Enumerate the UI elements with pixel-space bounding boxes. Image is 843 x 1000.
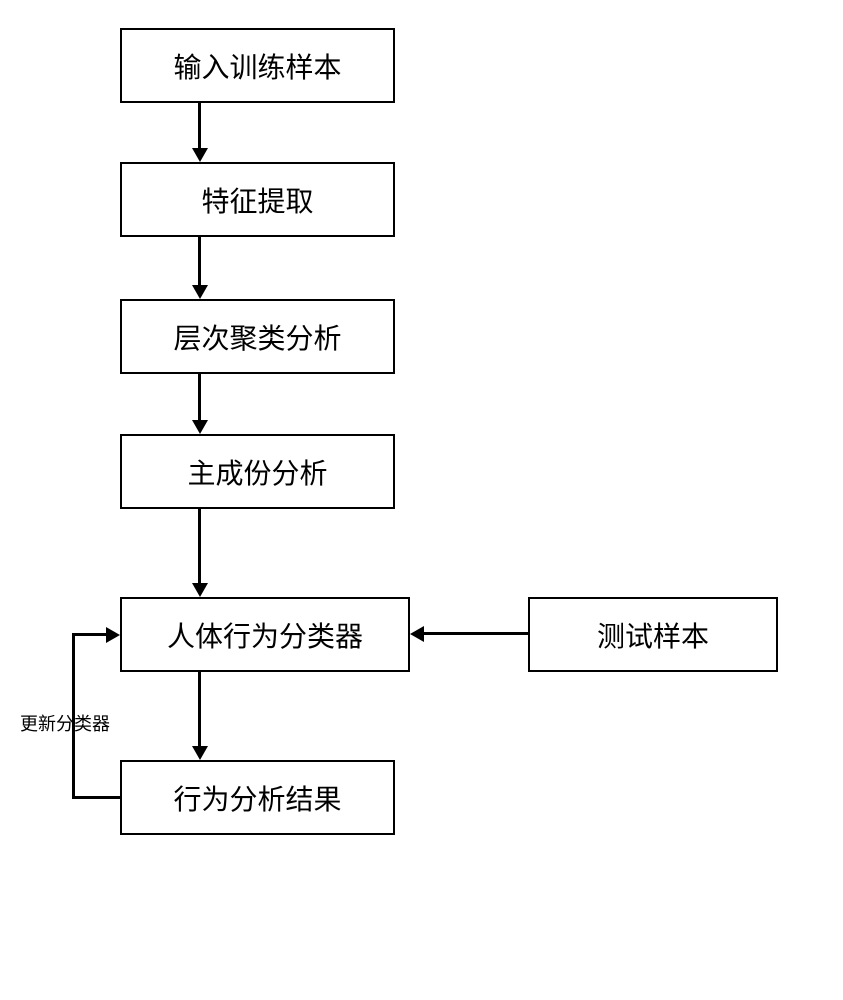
node-label: 人体行为分类器 xyxy=(167,615,363,655)
node-label: 主成份分析 xyxy=(187,452,327,492)
node-test-samples: 测试样本 xyxy=(528,597,778,672)
node-label: 行为分析结果 xyxy=(173,778,341,818)
arrow-head xyxy=(192,746,208,760)
arrow-head xyxy=(192,148,208,162)
node-hierarchical-clustering: 层次聚类分析 xyxy=(120,299,395,374)
feedback-label: 更新分类器 xyxy=(20,710,110,736)
node-classifier: 人体行为分类器 xyxy=(120,597,410,672)
arrow-head xyxy=(192,583,208,597)
feedback-arrow-line xyxy=(72,633,107,636)
arrow-line xyxy=(198,237,201,286)
node-label: 层次聚类分析 xyxy=(173,317,341,357)
arrow-head xyxy=(410,626,424,642)
feedback-arrow-line xyxy=(72,796,120,799)
arrow-line xyxy=(198,374,201,421)
feedback-arrow-head xyxy=(106,627,120,643)
node-feature-extraction: 特征提取 xyxy=(120,162,395,237)
node-result: 行为分析结果 xyxy=(120,760,395,835)
arrow-line xyxy=(198,672,201,747)
arrow-line xyxy=(198,103,201,149)
node-label: 特征提取 xyxy=(201,180,313,220)
arrow-head xyxy=(192,420,208,434)
arrow-line xyxy=(424,632,528,635)
node-input-samples: 输入训练样本 xyxy=(120,28,395,103)
arrow-head xyxy=(192,285,208,299)
node-pca: 主成份分析 xyxy=(120,434,395,509)
arrow-line xyxy=(198,509,201,584)
node-label: 测试样本 xyxy=(597,615,709,655)
node-label: 输入训练样本 xyxy=(173,46,341,86)
